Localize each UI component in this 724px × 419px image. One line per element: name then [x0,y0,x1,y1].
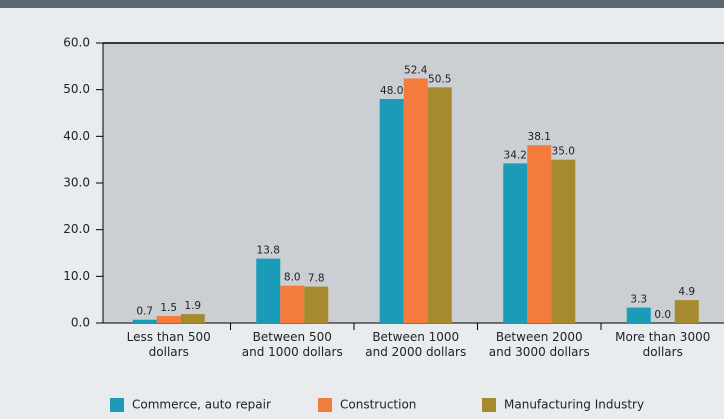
y-tick-label: 50.0 [63,82,90,96]
value-label: 48.0 [380,85,403,97]
value-label: 1.5 [160,302,177,314]
bar [403,78,428,323]
value-label: 0.7 [136,306,153,318]
legend-label: Construction [340,398,416,412]
bar [304,286,329,323]
bar [674,300,699,323]
bar [180,314,205,323]
y-tick-label: 10.0 [63,269,90,283]
value-label: 1.9 [184,300,201,312]
value-label: 50.5 [428,73,451,85]
value-label: 52.4 [404,64,428,76]
bar [379,99,404,323]
value-label: 3.3 [630,294,647,306]
x-tick-label: Between 2000 and 3000 dollars [489,330,590,359]
bar [132,319,157,323]
legend-swatch [482,398,496,412]
y-tick-label: 60.0 [63,36,90,50]
legend-label: Manufacturing Industry [504,398,644,412]
bar [256,258,281,323]
bar [280,285,305,323]
value-label: 4.9 [678,286,695,298]
value-label: 0.0 [654,309,671,321]
value-label: 38.1 [528,131,551,143]
x-tick-label: More than 3000 dollars [615,330,710,359]
y-tick-label: 20.0 [63,222,90,236]
value-label: 7.8 [308,273,325,285]
y-tick-label: 30.0 [63,176,90,190]
x-tick-label: Between 500 and 1000 dollars [242,330,343,359]
value-label: 8.0 [284,272,301,284]
legend-swatch [318,398,332,412]
x-tick-label: Less than 500 dollars [127,330,211,359]
bar [527,145,552,323]
bar [427,87,452,323]
bar [626,307,651,323]
value-label: 34.2 [504,149,527,161]
bar [156,316,181,323]
value-label: 13.8 [257,245,280,257]
y-tick-label: 40.0 [63,129,90,143]
bar [551,159,576,323]
value-label: 35.0 [552,146,575,158]
legend-label: Commerce, auto repair [132,398,271,412]
x-tick-label: Between 1000 and 2000 dollars [365,330,466,359]
legend-swatch [110,398,124,412]
y-tick-label: 0.0 [71,316,90,330]
bar [503,163,528,323]
top-bar [0,0,724,8]
